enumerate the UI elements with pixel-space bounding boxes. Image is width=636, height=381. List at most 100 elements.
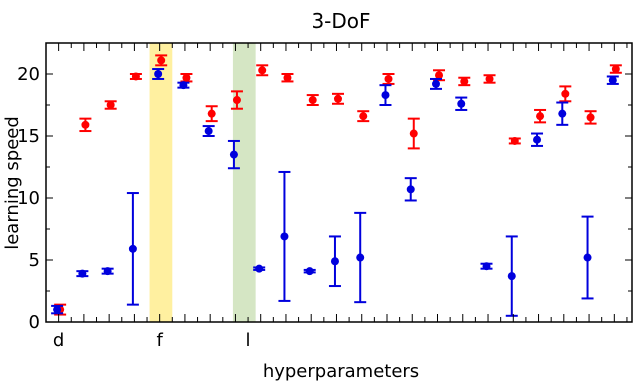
y-tick-label: 5: [29, 250, 40, 271]
data-marker: [330, 257, 339, 266]
data-marker: [507, 272, 516, 281]
red-point-7: [205, 105, 218, 123]
blue-point-1: [51, 304, 64, 315]
blue-point-17: [455, 96, 468, 111]
blue-point-15: [404, 177, 417, 202]
plot-frame: [45, 42, 633, 323]
data-marker: [460, 77, 469, 86]
data-marker: [583, 253, 592, 262]
data-marker: [283, 73, 292, 82]
data-marker: [561, 89, 570, 98]
red-point-11: [306, 94, 319, 106]
red-point-2: [79, 117, 92, 133]
blue-point-14: [379, 84, 392, 106]
data-marker: [558, 109, 567, 118]
y-tick-label: 15: [17, 126, 40, 147]
data-marker: [611, 65, 620, 74]
data-marker: [53, 305, 62, 314]
data-marker: [384, 74, 393, 83]
data-marker: [229, 150, 238, 159]
x-axis-title: hyperparameters: [263, 361, 419, 381]
data-marker: [204, 127, 213, 136]
red-point-3: [104, 100, 117, 110]
data-marker: [305, 267, 314, 276]
data-marker: [131, 72, 140, 81]
red-point-13: [357, 110, 370, 123]
blue-point-23: [606, 75, 619, 85]
data-marker: [255, 264, 264, 273]
red-point-5: [155, 54, 168, 67]
y-tick-label: 10: [17, 188, 40, 209]
highlight-bands: [149, 43, 256, 322]
red-point-15: [407, 117, 420, 150]
data-marker: [381, 91, 390, 100]
axis-ticks: 0 5 10 15 20 d f l: [17, 42, 632, 351]
data-marker: [510, 136, 519, 145]
blue-point-5: [152, 68, 165, 80]
data-marker: [157, 56, 166, 65]
blue-point-19: [505, 235, 518, 317]
red-point-14: [382, 73, 395, 85]
data-marker: [533, 135, 542, 144]
data-marker: [81, 120, 90, 129]
data-marker: [179, 81, 188, 90]
data-marker: [128, 244, 137, 253]
data-marker: [608, 76, 617, 85]
red-point-22: [584, 110, 597, 125]
chart-title: 3-DoF: [311, 9, 370, 33]
blue-point-6: [177, 81, 190, 90]
blue-point-20: [531, 132, 544, 147]
highlight-band-1: [232, 43, 256, 322]
data-marker: [280, 232, 289, 241]
blue-point-7: [202, 125, 215, 137]
blue-point-22: [581, 215, 594, 300]
blue-point-2: [76, 269, 89, 278]
blue-point-21: [556, 101, 569, 126]
red-point-8: [230, 90, 243, 110]
red-point-21: [559, 85, 572, 103]
blue-point-16: [429, 77, 442, 90]
red-point-18: [483, 74, 496, 84]
y-tick-label: 20: [17, 64, 40, 85]
blue-point-8: [227, 139, 240, 170]
y-axis-title: learning speed: [2, 116, 23, 250]
data-marker: [106, 101, 115, 109]
data-marker: [333, 94, 342, 103]
data-marker: [182, 73, 191, 82]
y-tick-label: 0: [29, 312, 40, 333]
red-point-20: [534, 108, 547, 124]
data-marker: [103, 267, 112, 276]
blue-point-9: [253, 264, 266, 273]
data-marker: [457, 99, 466, 108]
data-marks: [51, 54, 622, 317]
x-tick-label-l: l: [246, 330, 251, 351]
data-marker: [536, 112, 545, 121]
data-marker: [78, 269, 87, 278]
data-marker: [356, 253, 365, 262]
data-marker: [207, 109, 216, 118]
data-marker: [258, 66, 267, 75]
data-marker: [482, 262, 491, 271]
data-marker: [485, 74, 494, 83]
x-tick-label-d: d: [53, 330, 64, 351]
red-point-10: [281, 73, 294, 83]
blue-point-10: [278, 170, 291, 302]
blue-point-18: [480, 262, 493, 271]
blue-point-4: [126, 192, 139, 306]
red-point-17: [458, 76, 471, 87]
red-point-12: [331, 92, 344, 105]
data-marker: [586, 113, 595, 122]
data-marker: [232, 96, 241, 105]
highlight-band-0: [149, 43, 173, 322]
x-tick-label-f: f: [156, 330, 163, 351]
blue-point-12: [328, 235, 341, 288]
data-marker: [435, 71, 444, 80]
red-point-4: [129, 72, 142, 81]
red-point-23: [609, 64, 622, 74]
data-marker: [409, 129, 418, 138]
data-marker: [406, 185, 415, 194]
red-point-6: [180, 73, 193, 83]
data-marker: [154, 70, 163, 78]
